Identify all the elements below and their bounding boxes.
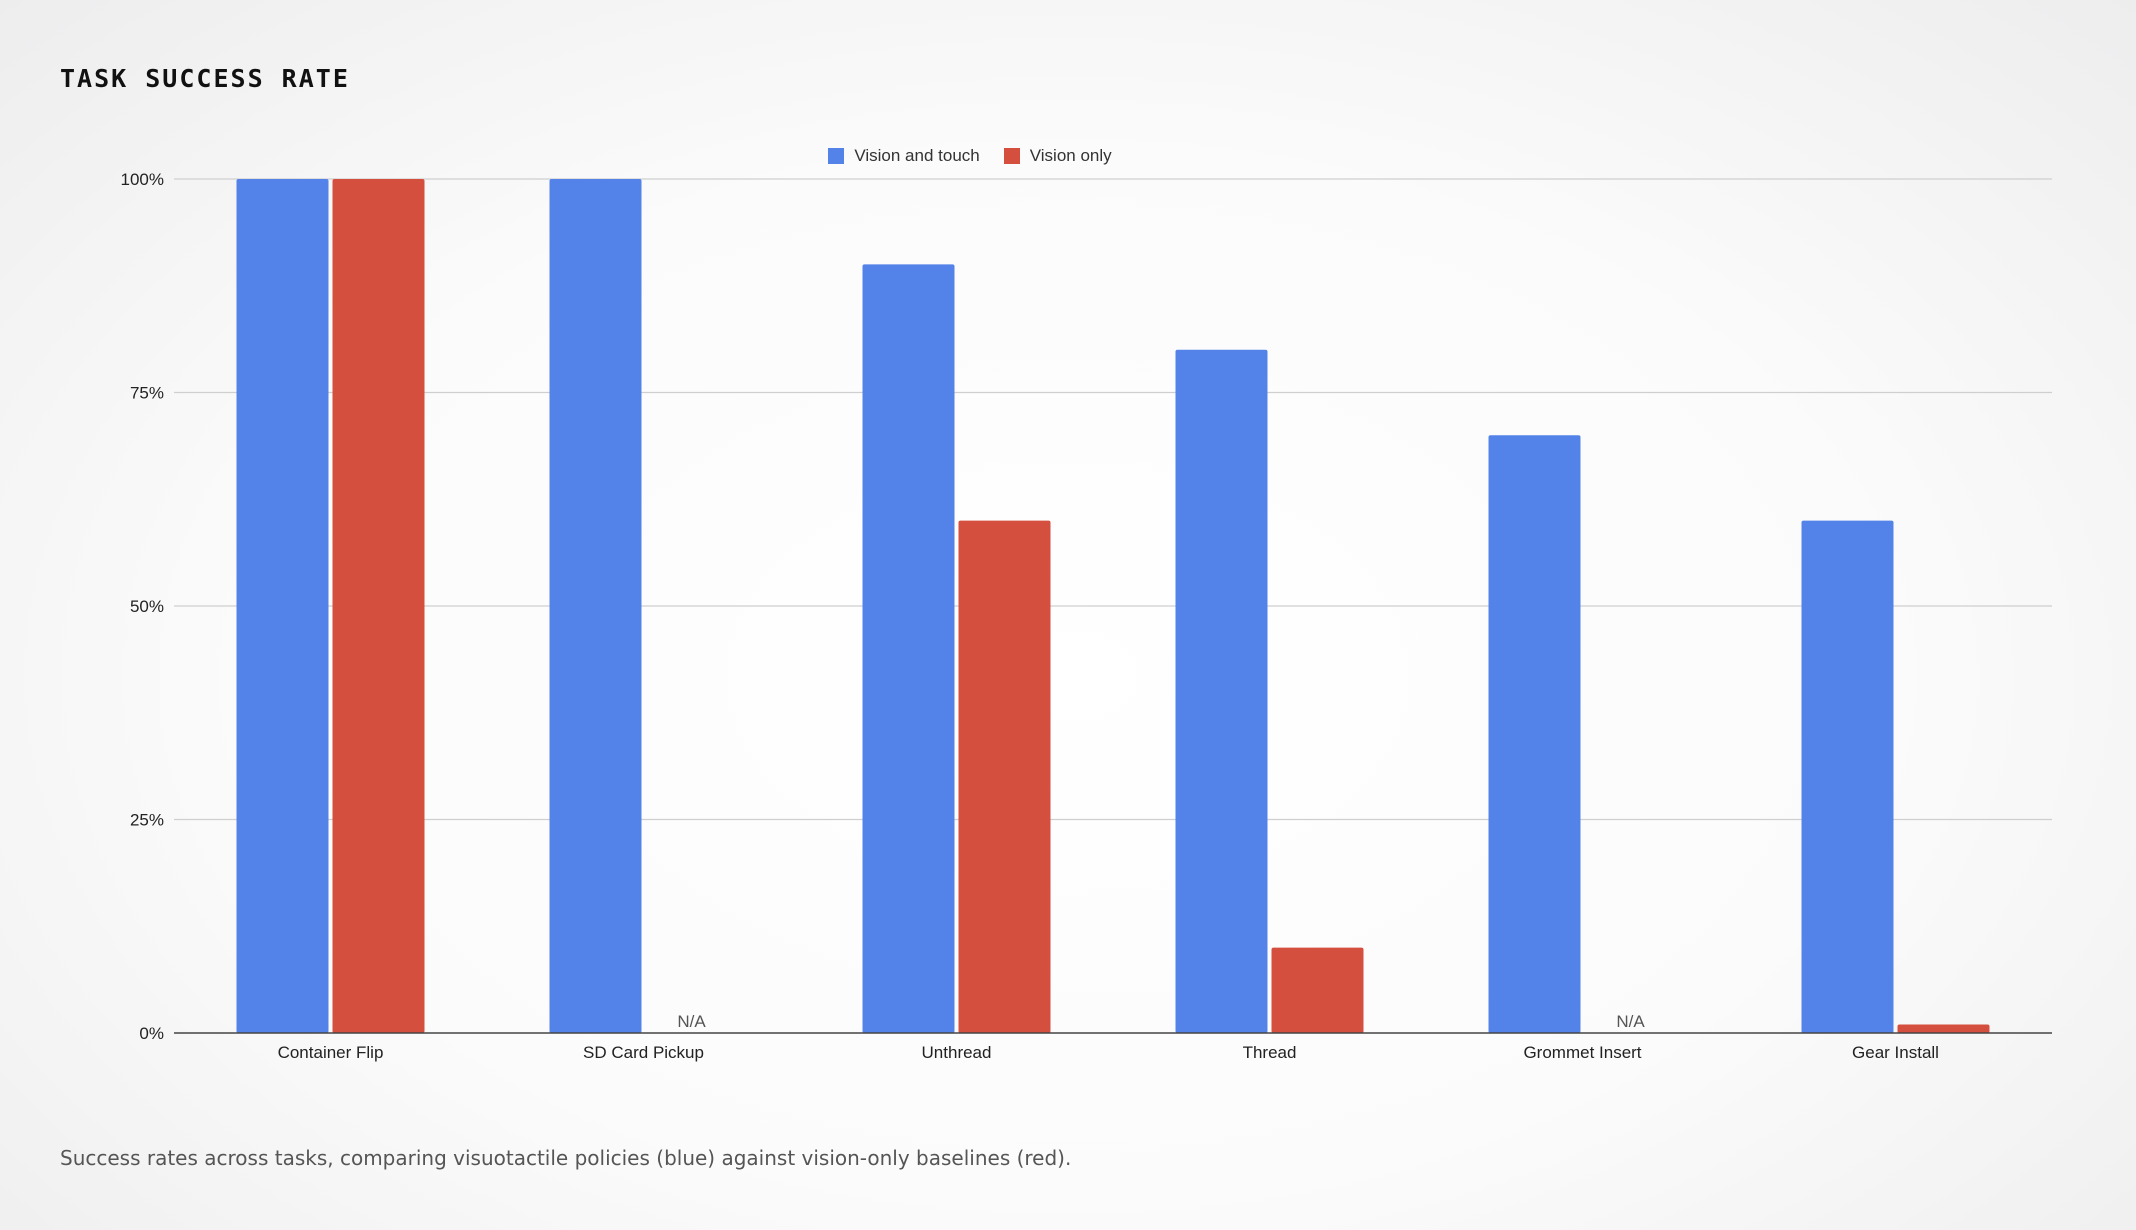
legend-item-vision-only: Vision only: [1003, 146, 1112, 166]
x-tick-label-5: Gear Install: [1852, 1043, 1939, 1062]
y-tick-label-100: 100%: [121, 170, 164, 189]
bar-vision-and-touch-0: [236, 179, 329, 1033]
bar-vision-and-touch-1: [549, 179, 642, 1033]
bar-vision-and-touch-5: [1801, 520, 1894, 1033]
bar-vision-only-3: [1271, 947, 1364, 1033]
chart-caption: Success rates across tasks, comparing vi…: [60, 1146, 1072, 1170]
na-label-vision-only-4: N/A: [1616, 1012, 1645, 1031]
legend-label-vision-only: Vision only: [1029, 146, 1112, 165]
y-tick-label-75: 75%: [130, 384, 164, 403]
na-label-vision-only-1: N/A: [677, 1012, 706, 1031]
gridlines: [174, 178, 2052, 821]
legend-label-vision-and-touch: Vision and touch: [854, 146, 980, 165]
y-tick-label-0: 0%: [139, 1024, 164, 1043]
x-tick-label-2: Unthread: [922, 1043, 992, 1062]
bar-chart: 0% 25% 50% 75% 100% Container Flip N/A SD Card …: [121, 170, 2052, 1062]
bar-vision-only-0: [332, 179, 425, 1033]
bar-vision-only-5: [1897, 1024, 1990, 1033]
bar-vision-and-touch-3: [1175, 349, 1268, 1033]
legend-swatch-vision-only: [1003, 148, 1020, 164]
legend-item-vision-and-touch: Vision and touch: [828, 146, 980, 166]
page-title: TASK SUCCESS RATE: [60, 64, 350, 93]
bar-vision-and-touch-4: [1488, 435, 1581, 1033]
x-tick-label-1: SD Card Pickup: [583, 1043, 704, 1062]
chart-legend: Vision and touch Vision only: [0, 146, 1940, 166]
legend-swatch-vision-and-touch: [828, 148, 845, 164]
bars: [236, 179, 1990, 1033]
x-tick-label-3: Thread: [1243, 1043, 1297, 1062]
x-tick-label-4: Grommet Insert: [1523, 1043, 1641, 1062]
tick-labels: 0% 25% 50% 75% 100% Container Flip N/A SD Card …: [121, 170, 1939, 1062]
x-tick-label-0: Container Flip: [278, 1043, 384, 1062]
bar-vision-only-2: [958, 520, 1051, 1033]
bar-vision-and-touch-2: [862, 264, 955, 1033]
y-tick-label-25: 25%: [130, 811, 164, 830]
y-tick-label-50: 50%: [130, 597, 164, 616]
